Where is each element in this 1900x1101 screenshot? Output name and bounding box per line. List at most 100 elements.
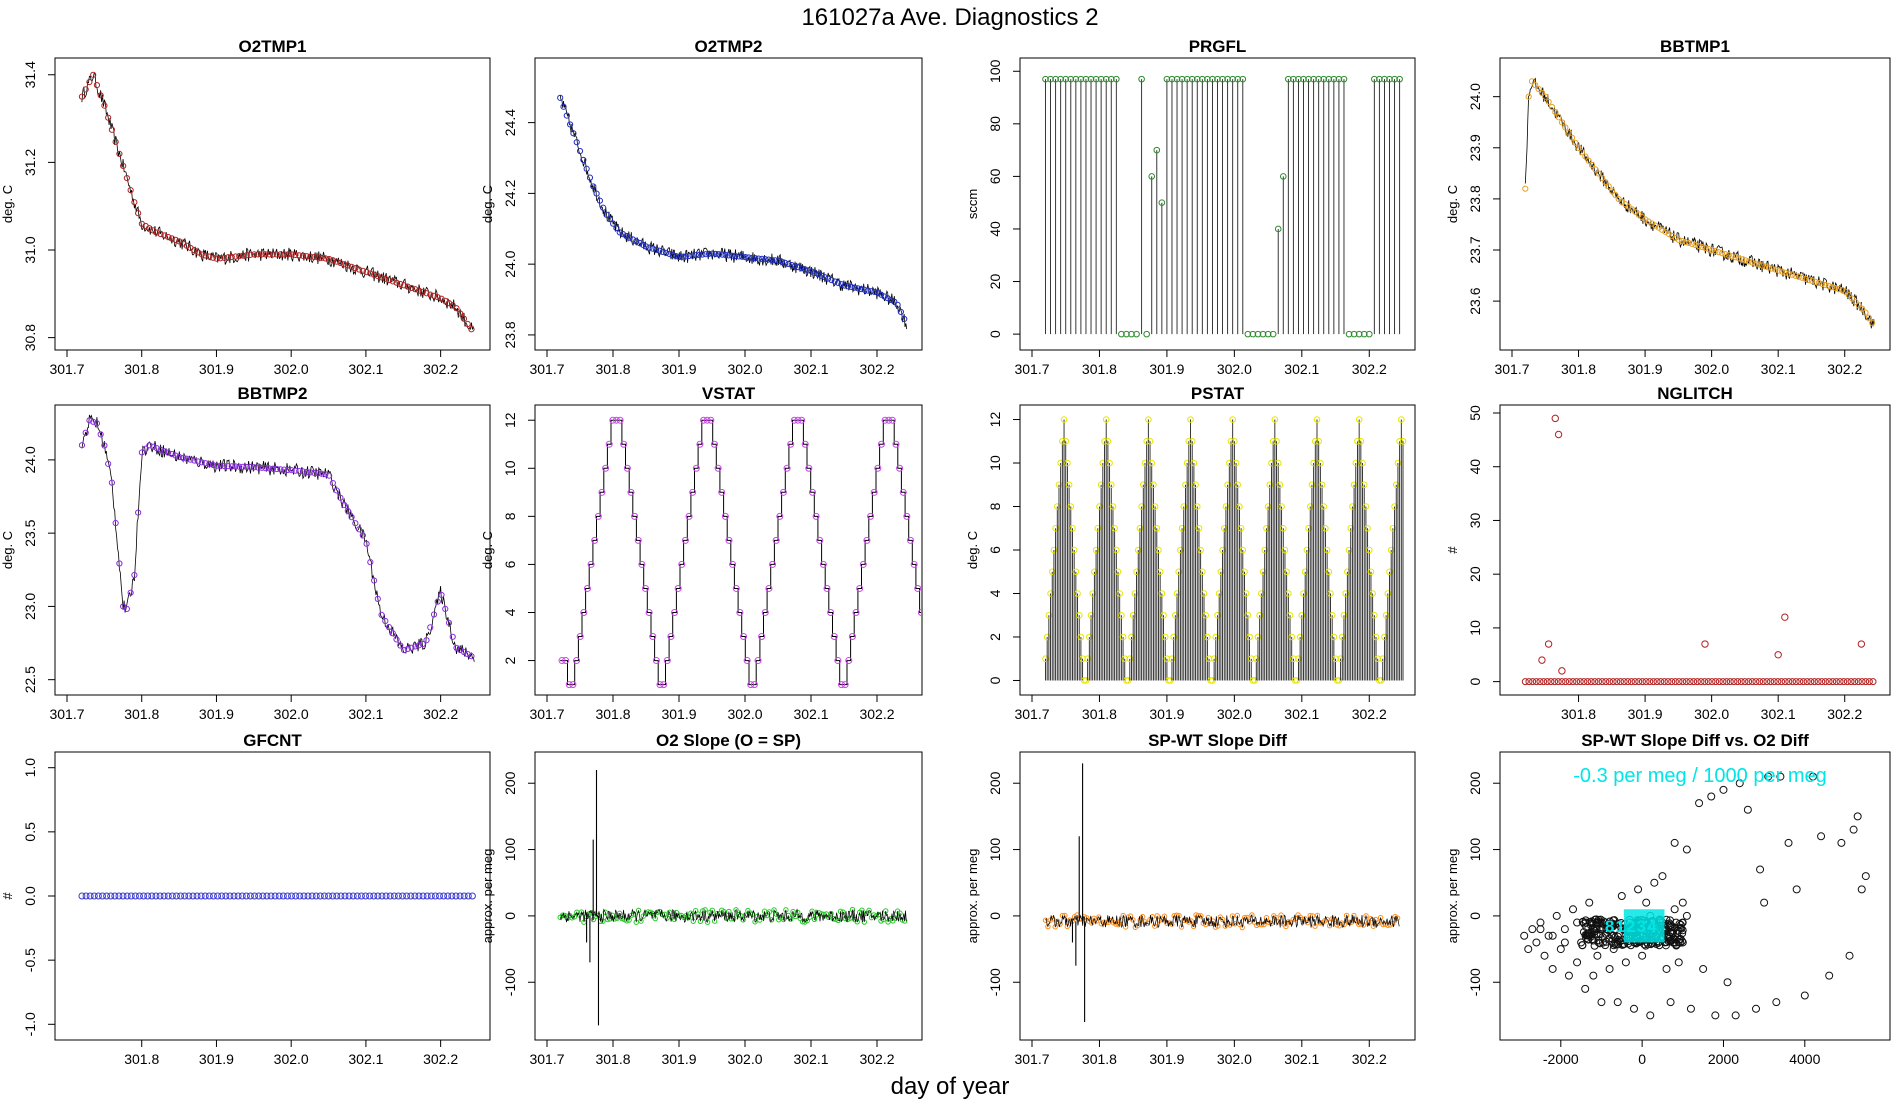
data-point bbox=[107, 892, 115, 900]
data-point bbox=[254, 251, 262, 258]
data-point bbox=[1638, 951, 1647, 960]
data-point bbox=[884, 295, 891, 302]
data-point bbox=[1263, 524, 1270, 532]
data-point bbox=[284, 251, 292, 258]
data-point bbox=[1589, 971, 1598, 980]
data-point bbox=[457, 310, 464, 317]
y-tick-label: -100 bbox=[1467, 968, 1483, 996]
data-point bbox=[393, 279, 400, 286]
data-point bbox=[78, 892, 86, 900]
data-point bbox=[758, 255, 766, 262]
data-point bbox=[101, 102, 108, 109]
data-point bbox=[101, 442, 108, 449]
data-point bbox=[1187, 416, 1194, 423]
data-point bbox=[1084, 655, 1091, 663]
y-tick-label: 2 bbox=[987, 633, 1003, 641]
data-point bbox=[818, 272, 825, 279]
data-point bbox=[112, 138, 119, 145]
data-point bbox=[266, 465, 273, 472]
data-point bbox=[1368, 915, 1374, 922]
data-point bbox=[773, 911, 780, 917]
data-point bbox=[1767, 678, 1775, 686]
data-point bbox=[123, 174, 130, 182]
data-point bbox=[1693, 678, 1701, 686]
data-point bbox=[576, 633, 584, 641]
data-point bbox=[115, 892, 123, 900]
data-point bbox=[1155, 546, 1162, 554]
data-point bbox=[1199, 75, 1206, 83]
y-tick-label: 0 bbox=[502, 912, 518, 920]
data-point bbox=[78, 442, 86, 449]
data-point bbox=[251, 464, 258, 471]
data-point bbox=[835, 917, 841, 924]
data-point bbox=[177, 892, 185, 900]
data-point bbox=[419, 640, 426, 648]
data-point bbox=[1259, 568, 1267, 576]
data-point bbox=[841, 681, 849, 689]
data-point bbox=[679, 253, 686, 260]
y-tick-label: 200 bbox=[1467, 771, 1483, 795]
data-point bbox=[105, 460, 112, 467]
data-point bbox=[1585, 157, 1592, 164]
panel-o2tmp1: O2TMP1 deg. C 301.7 301.8 301.9 302.0 302.1 302… bbox=[0, 37, 491, 377]
data-point bbox=[772, 257, 779, 264]
y-axis-label: deg. C bbox=[1445, 185, 1460, 223]
data-point bbox=[1190, 459, 1198, 467]
data-point bbox=[1151, 503, 1159, 510]
data-point bbox=[609, 416, 617, 424]
x-tick-label: 302.2 bbox=[423, 1051, 458, 1067]
data-point bbox=[827, 608, 835, 616]
data-point bbox=[1285, 75, 1292, 83]
x-tick-label: 302.1 bbox=[1284, 706, 1319, 722]
data-point bbox=[1060, 416, 1068, 423]
data-point bbox=[1268, 459, 1275, 467]
data-point bbox=[386, 892, 394, 900]
data-point bbox=[929, 682, 935, 688]
data-point bbox=[696, 440, 704, 448]
data-point bbox=[1113, 75, 1120, 83]
data-point bbox=[1099, 459, 1107, 467]
y-tick-label: 4 bbox=[502, 608, 518, 616]
plot-area bbox=[78, 892, 476, 900]
data-point bbox=[629, 236, 637, 243]
data-point bbox=[296, 467, 303, 475]
plot-frame bbox=[1499, 751, 1891, 1041]
data-point bbox=[214, 892, 222, 900]
data-point bbox=[752, 255, 759, 262]
data-point bbox=[292, 467, 299, 474]
data-point bbox=[1650, 878, 1659, 887]
data-point bbox=[838, 281, 845, 288]
data-point bbox=[1332, 655, 1339, 663]
data-point bbox=[1852, 298, 1859, 306]
data-point bbox=[243, 463, 250, 471]
data-point bbox=[685, 512, 693, 520]
data-point bbox=[1178, 524, 1186, 532]
data-point bbox=[187, 456, 194, 463]
x-tick-label: 301.9 bbox=[661, 706, 696, 722]
x-tick-label: 301.9 bbox=[661, 361, 696, 377]
data-point bbox=[874, 464, 882, 472]
data-point bbox=[156, 892, 164, 900]
data-point bbox=[854, 285, 862, 292]
data-point bbox=[209, 461, 217, 469]
data-point bbox=[715, 251, 723, 258]
data-point bbox=[434, 294, 441, 301]
data-point bbox=[1143, 437, 1150, 445]
data-point bbox=[232, 253, 239, 260]
data-point bbox=[1317, 459, 1324, 467]
x-tick-label: 302.1 bbox=[793, 1051, 828, 1067]
series-line bbox=[1045, 914, 1400, 929]
data-point bbox=[710, 440, 718, 448]
data-point bbox=[183, 455, 190, 462]
x-tick-label: 302.2 bbox=[859, 1051, 894, 1067]
data-point bbox=[1308, 481, 1316, 489]
data-point bbox=[1183, 459, 1191, 467]
plot-area bbox=[1042, 75, 1403, 338]
series-line bbox=[81, 414, 475, 662]
data-point bbox=[434, 598, 441, 605]
data-point bbox=[1678, 237, 1686, 245]
y-tick-label: 4 bbox=[987, 589, 1003, 597]
data-point bbox=[127, 589, 134, 596]
data-point bbox=[1556, 945, 1565, 954]
x-tick-label: 301.9 bbox=[199, 706, 234, 722]
